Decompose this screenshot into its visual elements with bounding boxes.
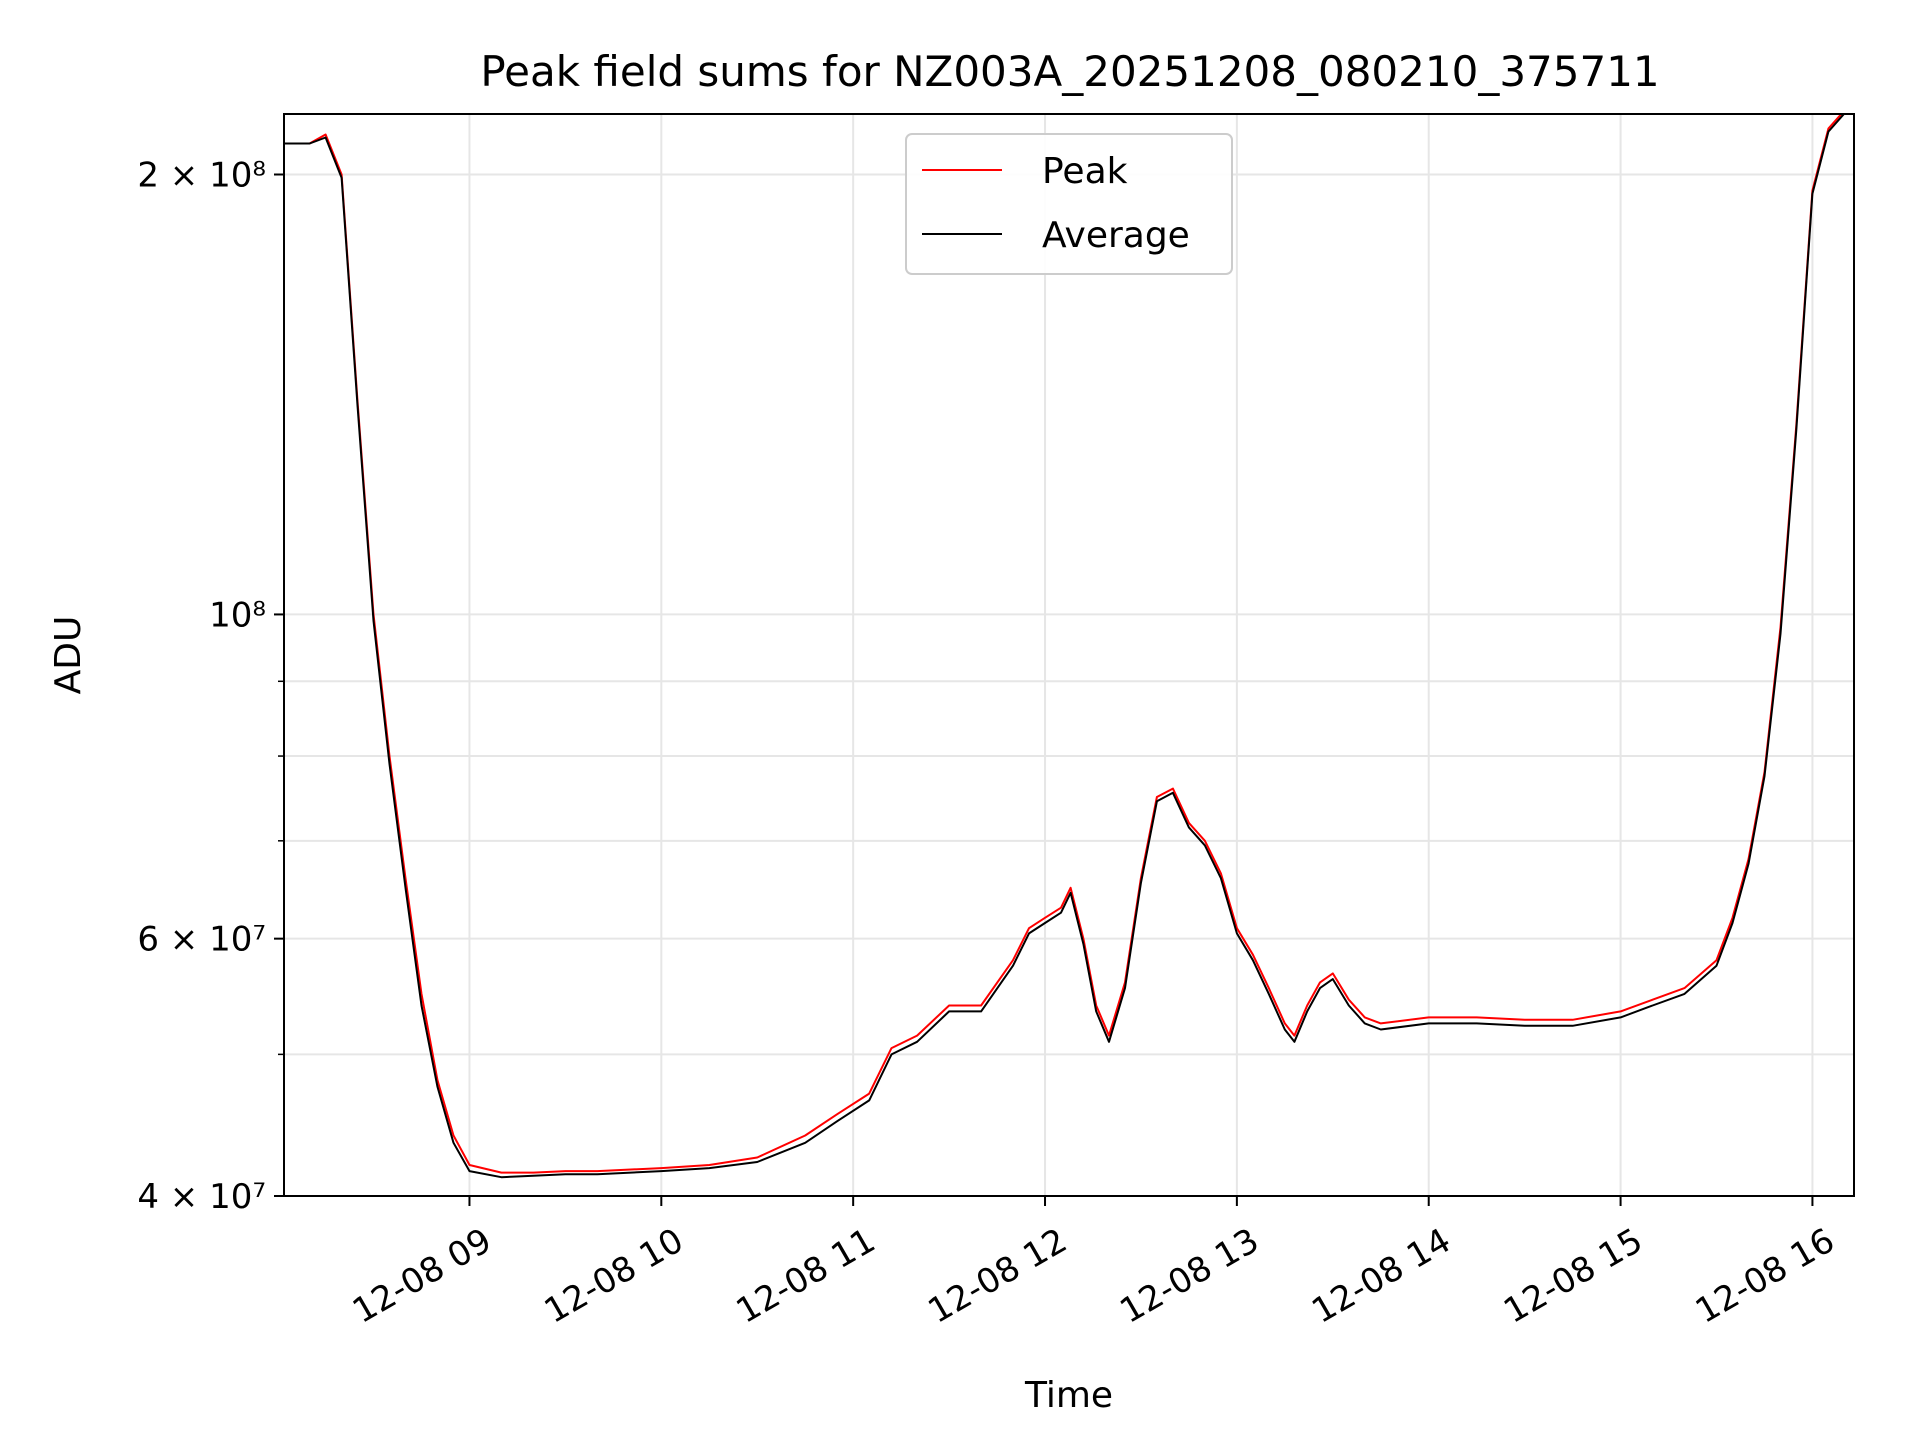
legend: Peak Average xyxy=(905,133,1233,275)
plot-frame xyxy=(283,113,1855,1197)
x-tick-label: 12-08 15 xyxy=(1497,1221,1649,1332)
series-line-average xyxy=(284,114,1846,1179)
chart-title: Peak field sums for NZ003A_20251208_0802… xyxy=(480,47,1659,96)
x-tick-label: 12-08 10 xyxy=(538,1221,690,1332)
x-tick-label: 12-08 16 xyxy=(1689,1221,1841,1332)
x-tick-label: 12-08 11 xyxy=(730,1221,882,1332)
y-axis: 4 × 10⁷ 6 × 10⁷ 10⁸ 2 × 10⁸ xyxy=(137,155,284,1217)
x-tick-label: 12-08 13 xyxy=(1113,1221,1265,1332)
grid xyxy=(284,114,1854,1197)
x-tick-label: 12-08 14 xyxy=(1305,1221,1457,1332)
y-axis-label: ADU xyxy=(48,616,89,695)
x-axis-label: Time xyxy=(1024,1375,1113,1416)
x-axis: 12-08 09 12-08 10 12-08 11 12-08 12 12-08 13… xyxy=(346,1196,1841,1332)
y-tick-label: 2 × 10⁸ xyxy=(137,155,266,195)
x-tick-label: 12-08 12 xyxy=(922,1221,1074,1332)
y-tick-label: 6 × 10⁷ xyxy=(137,920,266,960)
series-line-peak xyxy=(284,114,1843,1174)
plot-area xyxy=(284,114,1846,1179)
legend-label-average: Average xyxy=(1042,215,1190,256)
y-tick-label: 10⁸ xyxy=(209,595,266,635)
y-tick-label: 4 × 10⁷ xyxy=(137,1177,266,1217)
x-tick-label: 12-08 09 xyxy=(346,1221,498,1332)
legend-label-peak: Peak xyxy=(1042,151,1128,192)
